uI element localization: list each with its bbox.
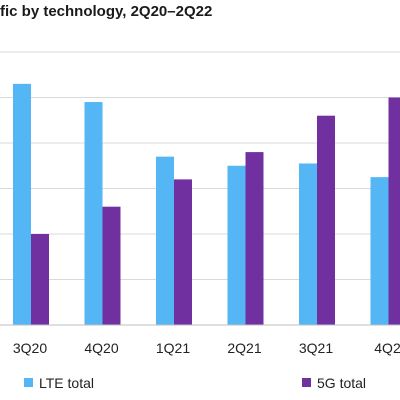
bar-5g-total-3q20 [31, 234, 49, 325]
x-tick-label: 1Q21 [156, 340, 190, 356]
legend-swatch-5g-total [302, 378, 311, 387]
bar-5g-total-2q21 [245, 152, 264, 325]
legend-label-5g-total: 5G total [317, 375, 366, 391]
x-tick-label: 4Q20 [84, 340, 118, 356]
bar-lte-total-2q21 [227, 165, 246, 325]
gridlines [0, 51, 400, 280]
x-tick-label: 4Q2 [374, 340, 400, 356]
legend-label-lte-total: LTE total [39, 375, 94, 391]
bar-5g-total-1q21 [174, 179, 192, 325]
bar-lte-total-4q2 [370, 177, 389, 325]
bars [13, 83, 400, 325]
chart-title: fic by technology, 2Q20–2Q22 [0, 3, 212, 20]
bar-lte-total-3q21 [299, 163, 317, 325]
x-tick-labels: 3Q20 4Q20 1Q21 2Q21 3Q21 4Q2 [13, 340, 400, 356]
x-tick-label: 3Q21 [299, 340, 333, 356]
legend: LTE total 5G total [24, 375, 366, 391]
bar-5g-total-3q21 [317, 115, 335, 325]
bar-lte-total-3q20 [13, 83, 31, 325]
bar-5g-total-4q20 [102, 206, 121, 325]
bar-5g-total-4q2 [388, 97, 400, 325]
x-tick-label: 2Q21 [227, 340, 261, 356]
bar-lte-total-1q21 [156, 156, 174, 325]
x-tick-label: 3Q20 [13, 340, 47, 356]
bar-lte-total-4q20 [84, 102, 103, 325]
legend-swatch-lte-total [24, 378, 33, 387]
